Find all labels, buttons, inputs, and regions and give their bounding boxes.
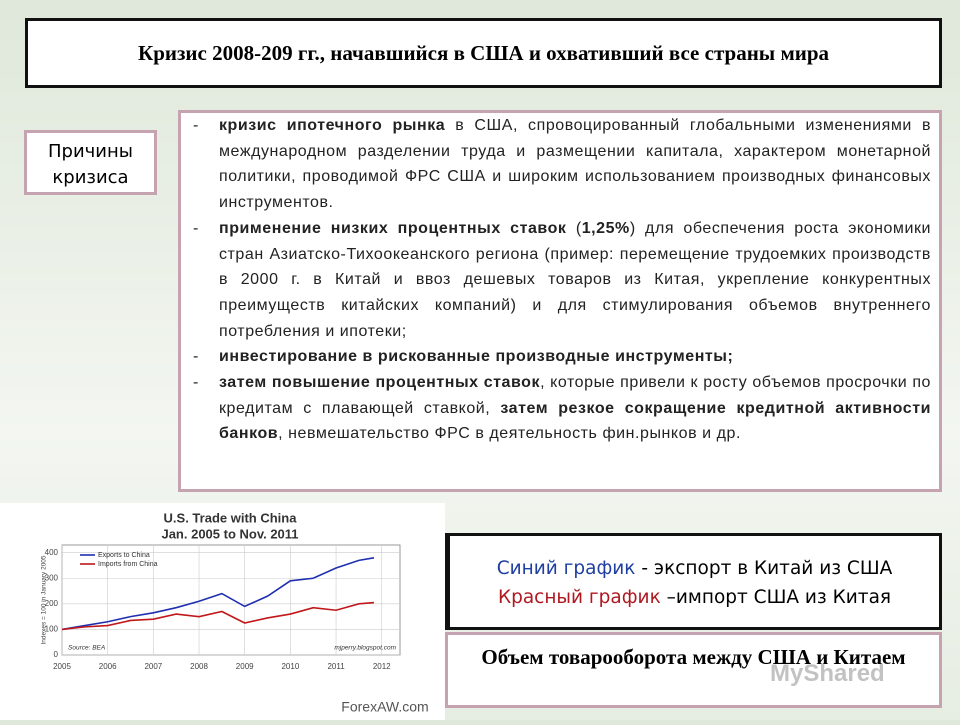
caption-box: Объем товарооборота между США и Китаем (445, 632, 942, 708)
x-tick-label: 2005 (53, 662, 71, 671)
credit: mjperry.blogspot.com (334, 645, 396, 652)
bold-text: кризис ипотечного рынка (219, 117, 446, 134)
cause-item: кризис ипотечного рынка в США, спровоцир… (191, 113, 931, 216)
y-tick-label: 100 (45, 625, 59, 634)
cause-item: затем повышение процентных ставок, котор… (191, 370, 931, 447)
x-tick-label: 2011 (327, 662, 345, 671)
header: Кризис 2008-209 гг., начавшийся в США и … (25, 18, 942, 88)
y-tick-label: 200 (45, 599, 59, 608)
x-tick-label: 2008 (190, 662, 208, 671)
watermark: MyShared (770, 660, 885, 687)
caption: Объем товарооборота между США и Китаем (481, 645, 906, 669)
bold-text: инвестирование в рискованные производные… (219, 348, 734, 366)
text: в США, спровоцированный глобальными изме… (219, 117, 931, 212)
causes-list: кризис ипотечного рынка в США, спровоцир… (191, 113, 931, 447)
side-label-text: Причины кризиса (48, 141, 133, 188)
legend-line: Красный график –импорт США из Китая (450, 583, 939, 612)
text: , невмешательство ФРС в деятельность фин… (278, 425, 741, 443)
legend-text: –импорт США из Китая (660, 587, 892, 608)
x-tick-label: 2007 (144, 662, 162, 671)
y-tick-label: 0 (54, 650, 59, 659)
legend-label: Imports from China (98, 561, 158, 568)
series-line (61, 601, 375, 631)
legend-line: Синий график - экспорт в Китай из США (450, 554, 939, 583)
legend-text: - экспорт в Китай из США (635, 558, 893, 579)
series-line (61, 557, 375, 631)
y-tick-label: 400 (45, 548, 59, 557)
text: ) для обеспечения роста экономики стран … (219, 219, 931, 340)
y-tick-label: 300 (45, 573, 59, 582)
causes-box: кризис ипотечного рынка в США, спровоцир… (178, 110, 942, 492)
x-tick-label: 2010 (281, 662, 299, 671)
text: ( (566, 219, 582, 237)
cause-item: применение низких процентных ставок (1,2… (191, 216, 931, 345)
bold-text: затем резкое сокращение кредитной активн… (219, 399, 931, 443)
chart-image: U.S. Trade with China Jan. 2005 to Nov. 2… (0, 503, 445, 720)
bold-text: затем повышение процентных ставок (219, 374, 541, 392)
legend-label: Exports to China (98, 552, 150, 559)
x-tick-label: 2006 (99, 662, 117, 671)
side-label: Причины кризиса (24, 130, 157, 195)
legend-box: Синий график - экспорт в Китай из США Кр… (445, 533, 942, 630)
chart-subtitle: Jan. 2005 to Nov. 2011 (161, 526, 298, 541)
source: Source: BEA (68, 645, 105, 652)
bold-text: применение низких процентных ставок (219, 219, 567, 237)
cause-item: инвестирование в рискованные производные… (191, 344, 931, 370)
bold-text: 1,25% (581, 219, 630, 237)
chart-title: U.S. Trade with China (164, 510, 298, 525)
x-tick-label: 2009 (236, 662, 254, 671)
y-axis-label: Indexes = 100 in January 2005 (41, 555, 48, 644)
x-tick-label: 2012 (373, 662, 391, 671)
header-title: Кризис 2008-209 гг., начавшийся в США и … (137, 40, 830, 65)
footer: ForexAW.com (341, 699, 428, 715)
blue-label: Синий график (496, 558, 636, 579)
text: , которые привели к росту объемов просро… (219, 374, 931, 417)
red-label: Красный график (497, 587, 661, 608)
